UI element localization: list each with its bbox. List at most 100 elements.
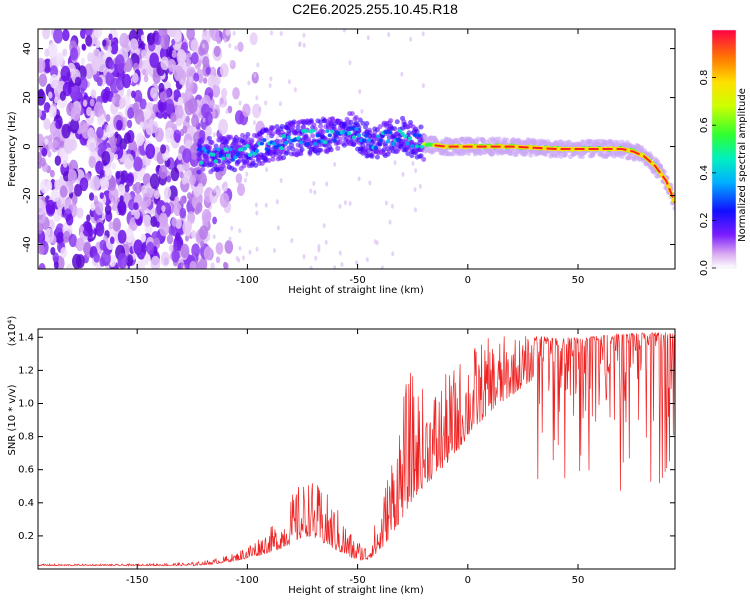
spectrogram-noise-blob xyxy=(139,121,144,128)
spectrogram-noise-blob xyxy=(160,33,170,50)
spectrogram-noise-blob xyxy=(270,30,274,36)
spectrogram-noise-blob xyxy=(201,103,211,119)
spectrogram-noise-blob xyxy=(135,132,145,146)
spectrogram-ridge-halo xyxy=(672,205,675,211)
spectrogram-noise-blob xyxy=(159,213,169,228)
spectrogram-noise-blob xyxy=(116,119,123,131)
snr-x-axis: -150 -100 -50 0 50 xyxy=(126,329,584,586)
spectrogram-ridge-halo xyxy=(200,136,206,142)
spectrogram-x-axis: -150 -100 -50 0 50 xyxy=(126,29,584,286)
x-tick-label: -150 xyxy=(126,275,149,286)
snr-y-label: SNR (10 * v/v) xyxy=(7,384,18,455)
spectrogram-noise-blob xyxy=(234,45,238,51)
spectrogram-noise-blob xyxy=(185,115,190,123)
spectrogram-noise-blob xyxy=(70,105,81,122)
spectrogram-noise-blob xyxy=(224,181,228,187)
spectrogram-noise-blob xyxy=(52,252,59,263)
spectrogram-noise-blob xyxy=(171,249,180,263)
y-tick-label: 0.6 xyxy=(18,465,34,476)
spectrogram-noise-blob xyxy=(50,188,60,202)
spectrogram-noise-blob xyxy=(76,207,84,219)
spectrogram-ridge-halo xyxy=(295,124,301,130)
spectrogram-noise-blob xyxy=(290,238,294,244)
spectrogram-noise-blob xyxy=(167,58,177,72)
spectrogram-ridge-core xyxy=(223,147,228,152)
spectrogram-ridge-halo xyxy=(286,131,292,137)
spectrogram-noise-blob xyxy=(221,87,228,98)
x-tick-label: 0 xyxy=(465,275,471,286)
spectrogram-noise-blob xyxy=(293,87,297,93)
snr-series xyxy=(38,332,675,567)
colorbar-tick-label: 0.4 xyxy=(699,165,710,181)
spectrogram-noise-blob xyxy=(61,123,71,139)
spectrogram-noise-blob xyxy=(368,180,372,186)
spectrogram-ridge-halo xyxy=(196,152,202,158)
spectrogram-noise-blob xyxy=(358,89,362,95)
spectrogram-ridge-core xyxy=(385,139,391,144)
spectrogram-ridge-halo xyxy=(320,129,326,135)
spectrogram-noise-blob xyxy=(128,199,136,211)
spectrogram-ridge-halo xyxy=(277,139,283,145)
spectrogram-ridge-halo xyxy=(285,149,291,155)
spectrogram-ridge-core xyxy=(395,137,400,142)
spectrogram-ridge-halo xyxy=(327,140,333,146)
spectrogram-ridge-core xyxy=(327,133,333,138)
spectrogram-noise-blob xyxy=(118,202,127,216)
spectrogram-noise-blob xyxy=(117,63,124,74)
snr-y-axis: 0.2 0.4 0.6 0.8 1.0 1.2 1.4 xyxy=(18,332,675,542)
spectrogram-noise-blob xyxy=(64,196,72,207)
spectrogram-noise-blob xyxy=(216,185,220,191)
spectrogram-noise-blob xyxy=(413,207,417,213)
spectrogram-noise-blob xyxy=(348,60,352,66)
spectrogram-noise-blob xyxy=(139,98,147,110)
spectrogram-noise-blob xyxy=(119,32,129,49)
spectrogram-noise-blob xyxy=(45,199,56,215)
spectrogram-noise-blob xyxy=(342,29,346,33)
spectrogram-noise-blob xyxy=(107,176,117,191)
spectrogram-noise-blob xyxy=(97,147,103,157)
spectrogram-noise-blob xyxy=(380,265,384,269)
spectrogram-noise-blob xyxy=(47,42,58,59)
spectrogram-ridge-halo xyxy=(300,124,306,130)
spectrogram-noise-blob xyxy=(99,192,104,200)
spectrogram-noise-blob xyxy=(212,132,216,138)
spectrogram-noise-blob xyxy=(160,56,170,71)
spectrogram-noise-blob xyxy=(256,62,260,68)
spectrogram-noise-blob xyxy=(219,192,230,208)
spectrogram-noise-blob xyxy=(173,65,184,82)
spectrogram-noise-blob xyxy=(179,171,184,179)
spectrogram-ridge-halo xyxy=(270,125,276,131)
spectrogram-noise-blob xyxy=(265,134,269,140)
spectrogram-ridge-core xyxy=(305,141,311,146)
spectrogram-noise-blob xyxy=(388,219,392,225)
spectrogram-noise-blob xyxy=(48,91,53,99)
spectrogram-noise-blob xyxy=(160,144,167,154)
spectrogram-ridge-halo xyxy=(299,147,305,153)
spectrogram-ridge-halo xyxy=(253,162,259,168)
spectrogram-noise-blob xyxy=(219,63,229,78)
spectrogram-ridge-halo xyxy=(388,118,394,124)
spectrogram-ridge-halo xyxy=(414,128,420,134)
spectrogram-noise-blob xyxy=(143,108,151,120)
spectrogram-noise-blob xyxy=(171,217,178,228)
spectrogram-noise-blob xyxy=(90,202,96,212)
spectrogram-ridge-core xyxy=(235,152,240,157)
spectrogram-ridge-core xyxy=(366,138,371,143)
spectrogram-noise-blob xyxy=(175,105,184,119)
spectrogram-noise-blob xyxy=(173,244,178,252)
spectrogram-noise-blob xyxy=(201,43,205,49)
spectrogram-noise-blob xyxy=(177,96,184,106)
spectrogram-ridge-core xyxy=(281,134,286,139)
spectrogram-noise-blob xyxy=(313,189,317,195)
spectrogram-noise-blob xyxy=(238,245,242,251)
spectrogram-noise-blob xyxy=(202,117,206,123)
x-tick-label: -100 xyxy=(236,275,259,286)
spectrogram-noise-blob xyxy=(154,33,162,46)
spectrogram-ridge-halo xyxy=(206,145,212,151)
spectrogram-noise-blob xyxy=(38,262,46,269)
spectrogram-noise-blob xyxy=(95,222,105,237)
spectrogram-ridge-core xyxy=(419,144,425,149)
spectrogram-noise-blob xyxy=(79,225,85,233)
spectrogram-noise-blob xyxy=(145,123,154,136)
